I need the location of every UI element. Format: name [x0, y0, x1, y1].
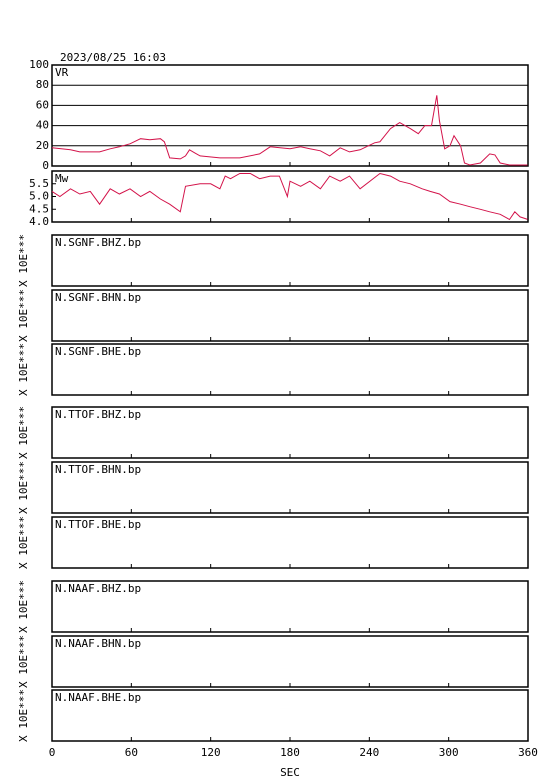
trace-scale-label: X 10E***: [17, 689, 30, 742]
trace-scale-label: X 10E***: [17, 406, 30, 459]
trace-label: N.SGNF.BHE.bp: [55, 345, 141, 358]
trace-label: N.TTOF.BHE.bp: [55, 518, 141, 531]
y-tick-label: 0: [42, 159, 49, 172]
y-tick-label: 5.5: [29, 177, 49, 190]
data-line: [51, 95, 528, 166]
y-tick-label: 4.5: [29, 202, 49, 215]
trace-label: N.NAAF.BHZ.bp: [55, 582, 141, 595]
x-tick-label: 300: [439, 746, 459, 759]
y-tick-label: 60: [36, 98, 49, 111]
y-tick-label: 5.0: [29, 190, 49, 203]
trace-scale-label: X 10E***: [17, 343, 30, 396]
y-tick-label: 100: [29, 58, 49, 71]
trace-label: N.NAAF.BHN.bp: [55, 637, 141, 650]
trace-label: N.NAAF.BHE.bp: [55, 691, 141, 704]
trace-label: N.TTOF.BHZ.bp: [55, 408, 141, 421]
y-tick-label: 4.0: [29, 215, 49, 228]
x-tick-label: 180: [280, 746, 300, 759]
trace-label: N.SGNF.BHN.bp: [55, 291, 141, 304]
trace-label: N.SGNF.BHZ.bp: [55, 236, 141, 249]
trace-scale-label: X 10E***: [17, 635, 30, 688]
y-tick-label: 40: [36, 119, 49, 132]
trace-scale-label: X 10E***: [17, 580, 30, 633]
x-tick-label: 60: [125, 746, 138, 759]
trace-label: N.TTOF.BHN.bp: [55, 463, 141, 476]
data-line: [51, 172, 529, 221]
x-axis-label: SEC: [280, 766, 300, 779]
panel-label: VR: [55, 66, 69, 79]
trace-scale-label: X 10E***: [17, 461, 30, 514]
x-tick-label: 120: [201, 746, 221, 759]
x-tick-label: 360: [518, 746, 538, 759]
panel-label: Mw: [55, 172, 69, 185]
panel-frame: [51, 170, 529, 223]
y-tick-label: 20: [36, 139, 49, 152]
panel-frame: [51, 64, 529, 167]
y-tick-label: 80: [36, 78, 49, 91]
trace-scale-label: X 10E***: [17, 516, 30, 569]
x-tick-label: 0: [49, 746, 56, 759]
trace-scale-label: X 10E***: [17, 234, 30, 287]
trace-scale-label: X 10E***: [17, 289, 30, 342]
figure-title: 2023/08/25 16:03: [60, 51, 166, 64]
x-tick-label: 240: [359, 746, 379, 759]
